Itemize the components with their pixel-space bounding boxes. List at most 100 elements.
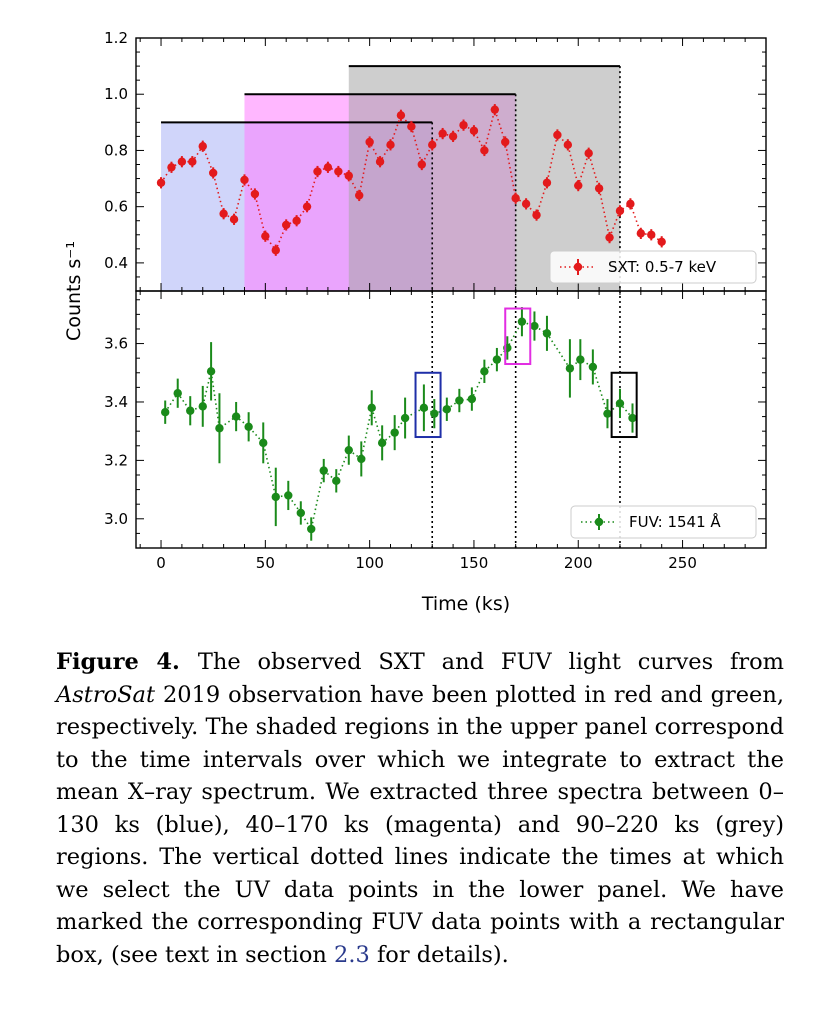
sxt-data-point xyxy=(563,140,573,150)
fuv-legend-marker xyxy=(594,517,604,527)
fuv-data-point xyxy=(615,399,625,408)
sxt-data-point xyxy=(219,209,228,218)
sxt-data-point xyxy=(177,157,187,166)
y-axis-label: Counts s⁻¹ xyxy=(63,241,85,341)
sxt-data-point xyxy=(438,129,447,138)
fuv-data-point xyxy=(332,476,341,486)
sxt-data-point xyxy=(480,146,489,155)
fuv-legend-label: FUV: 1541 Å xyxy=(629,512,721,531)
sxt-data-point xyxy=(626,199,635,209)
sxt-data-point xyxy=(396,111,406,120)
caption-text-3: for details). xyxy=(369,941,509,968)
sxt-data-point xyxy=(323,163,333,172)
fuv-data-point xyxy=(542,329,552,338)
sxt-data-point xyxy=(615,206,625,216)
fuv-data-point xyxy=(319,466,328,475)
fuv-data-point xyxy=(390,428,399,437)
fuv-data-point xyxy=(173,389,182,398)
y-tick-label: 0.6 xyxy=(104,198,128,216)
fuv-data-point xyxy=(206,367,216,376)
fuv-data-point xyxy=(480,367,489,376)
y-tick-label: 1.0 xyxy=(104,85,128,103)
fuv-data-point xyxy=(244,422,253,432)
light-curve-figure: 0 50 100 150 200 250 0.4 0.6 0.8 1.0 1.2 3.0 3.2 3.4 3… xyxy=(63,29,767,615)
sxt-data-point xyxy=(261,231,270,241)
fuv-data-point xyxy=(259,438,268,448)
lower-axes-frame xyxy=(135,290,767,549)
section-ref-link[interactable]: 2.3 xyxy=(334,941,370,968)
x-tick-label: 0 xyxy=(156,554,166,572)
fuv-data-point xyxy=(344,445,353,455)
fuv-data-point xyxy=(400,413,410,423)
caption-text-2: 2019 observation have been plotted in re… xyxy=(56,681,784,968)
y-tick-label: 3.2 xyxy=(104,451,128,469)
fuv-data-point xyxy=(492,355,502,364)
sxt-data-point xyxy=(167,163,176,172)
fuv-data-point xyxy=(603,409,612,418)
highlight-box-0 xyxy=(414,371,442,439)
fuv-data-point xyxy=(161,407,170,417)
figure-label: Figure 4. xyxy=(56,649,180,675)
fuv-data-point xyxy=(198,402,207,411)
sxt-data-point xyxy=(229,215,239,224)
x-tick-label: 200 xyxy=(564,554,593,572)
sxt-data-point xyxy=(292,216,301,225)
sxt-data-point xyxy=(240,175,249,185)
fuv-data-point xyxy=(284,491,293,500)
fuv-data-point xyxy=(517,317,527,326)
sxt-data-point xyxy=(198,142,207,151)
x-tick-label: 100 xyxy=(355,554,384,572)
sxt-data-point xyxy=(250,189,260,199)
fuv-data-point xyxy=(467,394,477,404)
sxt-data-point xyxy=(156,178,166,187)
sxt-data-point xyxy=(365,137,374,147)
fuv-data-point xyxy=(367,403,376,413)
x-tick-label: 50 xyxy=(256,554,275,572)
y-tick-label: 0.8 xyxy=(104,141,128,159)
sxt-data-point xyxy=(532,210,541,220)
highlight-box-2 xyxy=(610,371,638,439)
sxt-data-point xyxy=(459,120,468,130)
sxt-data-point xyxy=(355,191,364,200)
sxt-data-point xyxy=(386,140,395,150)
fuv-data-point xyxy=(419,403,429,413)
fuv-data-point xyxy=(231,412,241,421)
sxt-data-point xyxy=(594,184,604,193)
fuv-data-point xyxy=(377,438,387,448)
y-tick-label: 1.2 xyxy=(104,29,128,47)
fuv-data-point xyxy=(215,424,224,433)
sxt-data-point xyxy=(428,140,437,150)
x-axis-label: Time (ks) xyxy=(421,593,510,615)
caption-text-1: The observed SXT and FUV light curves fr… xyxy=(197,649,784,675)
sxt-data-point xyxy=(574,181,583,190)
sxt-data-point xyxy=(553,130,562,140)
sxt-data-point xyxy=(657,237,666,247)
sxt-data-point xyxy=(334,167,343,176)
fuv-data-point xyxy=(442,405,452,414)
fuv-data-point xyxy=(357,454,366,464)
x-tick-label: 250 xyxy=(668,554,697,572)
fuv-data-point xyxy=(576,355,585,364)
sxt-data-point xyxy=(469,126,479,135)
y-tick-label: 3.4 xyxy=(104,393,128,411)
sxt-data-point xyxy=(375,157,385,166)
sxt-data-point xyxy=(542,178,552,187)
sxt-data-point xyxy=(407,122,416,131)
fuv-data-point xyxy=(628,413,637,423)
fuv-data-point xyxy=(565,364,575,373)
sxt-data-point xyxy=(501,137,510,147)
y-tick-label: 3.6 xyxy=(104,335,128,353)
sxt-data-point xyxy=(636,229,646,238)
sxt-data-point xyxy=(344,171,353,180)
sxt-data-point xyxy=(647,230,656,239)
sxt-data-point xyxy=(490,105,500,114)
fuv-legend-box xyxy=(570,505,757,539)
fuv-data-point xyxy=(296,508,306,518)
fuv-data-point xyxy=(530,321,539,331)
y-tick-label: 3.0 xyxy=(104,510,128,528)
sxt-data-point xyxy=(208,168,218,178)
sxt-data-point xyxy=(271,246,280,255)
fuv-data-point xyxy=(186,406,195,415)
fuv-data-point xyxy=(430,409,439,418)
sxt-data-point xyxy=(521,199,531,209)
